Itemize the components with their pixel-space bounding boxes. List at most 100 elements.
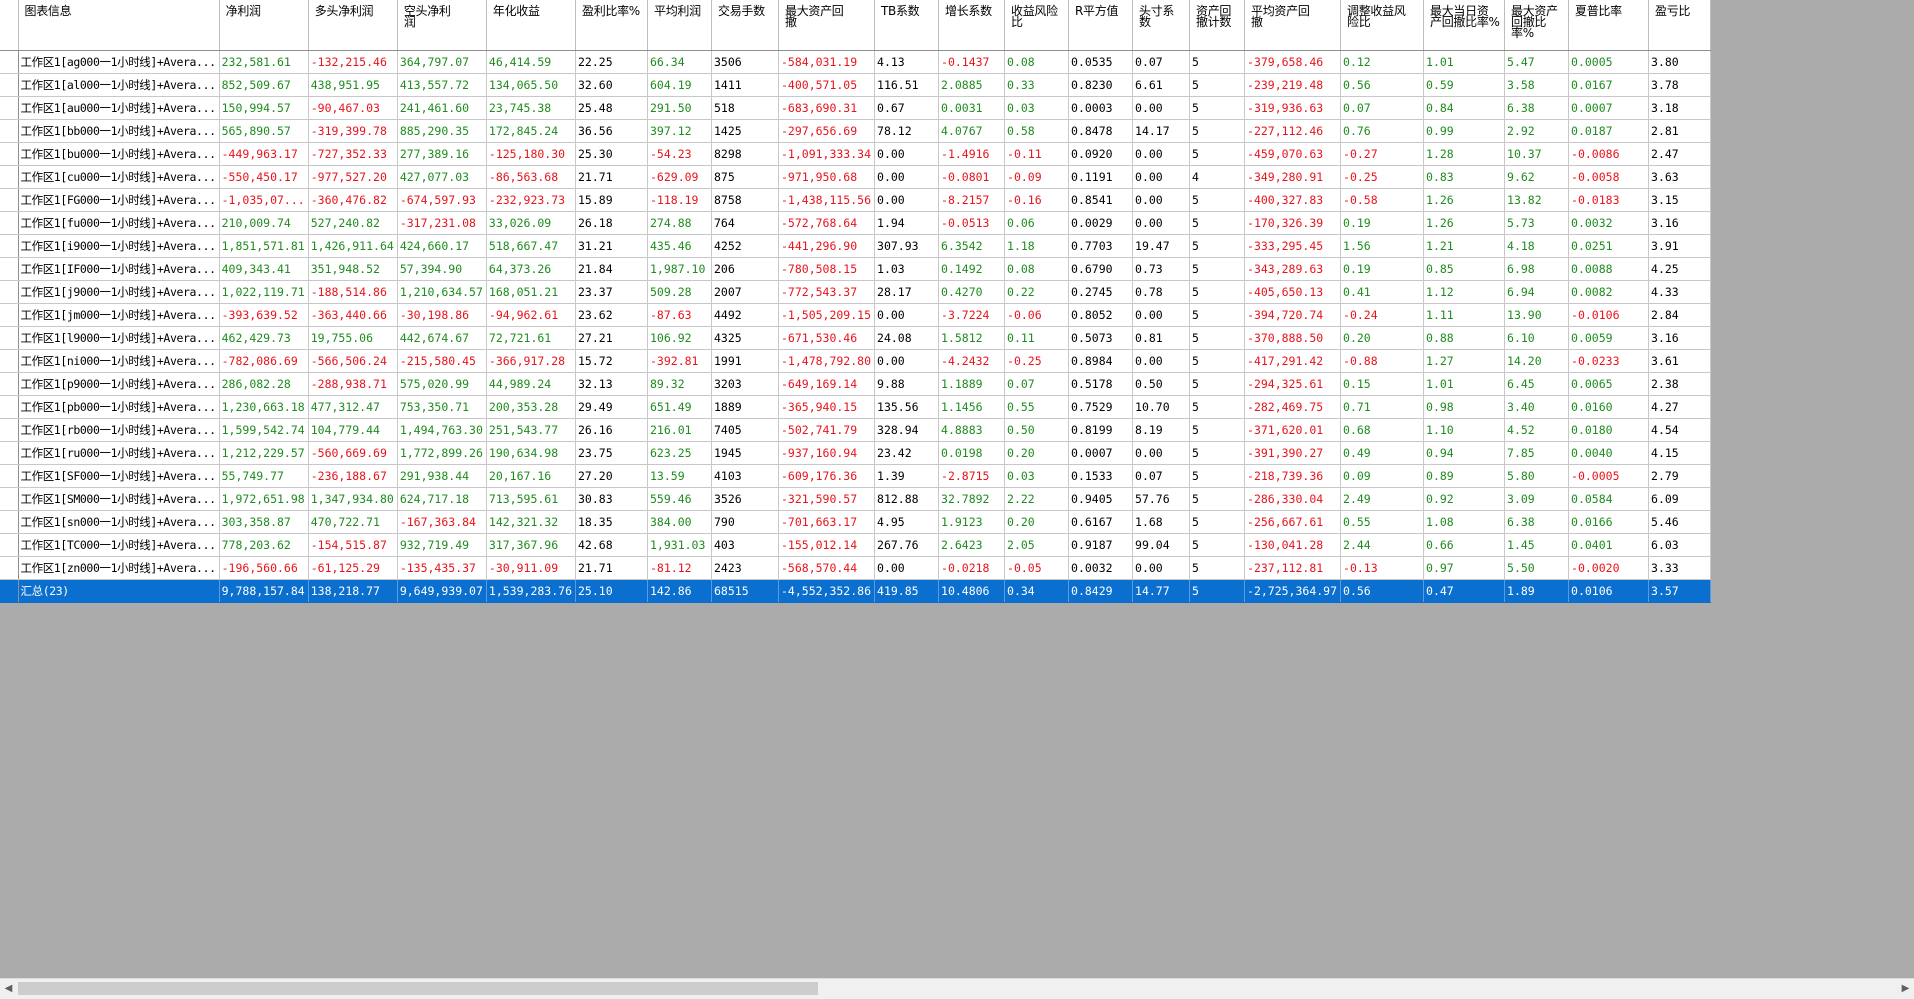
cell-profit-loss-ratio[interactable]: 2.79: [1648, 464, 1712, 488]
cell-max-drawdown-ratio[interactable]: 7.85: [1504, 441, 1570, 465]
cell-avg-drawdown[interactable]: -400,327.83: [1244, 188, 1342, 212]
row-header-corner[interactable]: [0, 0, 19, 51]
cell-win-rate[interactable]: 21.71: [575, 556, 648, 580]
column-header-short-net-profit[interactable]: 空头净利 润: [397, 0, 487, 51]
cell-return-risk-ratio[interactable]: -0.16: [1004, 188, 1070, 212]
cell-short-net-profit[interactable]: 57,394.90: [397, 257, 487, 281]
cell-drawdown-count[interactable]: 5: [1189, 395, 1246, 419]
cell-max-drawdown[interactable]: -400,571.05: [778, 73, 876, 97]
cell-adjusted-return-risk-ratio[interactable]: 0.56: [1340, 579, 1425, 603]
cell-growth-coefficient[interactable]: 10.4806: [938, 579, 1006, 603]
cell-chart-info[interactable]: 工作区1[SM000一1小时线]+Avera...: [18, 487, 220, 511]
row-header[interactable]: [0, 395, 19, 419]
cell-sharpe-ratio[interactable]: -0.0058: [1568, 165, 1650, 189]
cell-r-squared[interactable]: 0.1533: [1068, 464, 1134, 488]
cell-r-squared[interactable]: 0.6167: [1068, 510, 1134, 534]
cell-sharpe-ratio[interactable]: 0.0167: [1568, 73, 1650, 97]
cell-adjusted-return-risk-ratio[interactable]: -0.88: [1340, 349, 1425, 373]
cell-tb-coefficient[interactable]: 0.00: [874, 165, 940, 189]
cell-growth-coefficient[interactable]: 1.1456: [938, 395, 1006, 419]
cell-net-profit[interactable]: 210,009.74: [219, 211, 309, 235]
cell-chart-info[interactable]: 工作区1[ni000一1小时线]+Avera...: [18, 349, 220, 373]
cell-annual-return[interactable]: 317,367.96: [486, 533, 577, 557]
cell-net-profit[interactable]: 409,343.41: [219, 257, 309, 281]
cell-short-net-profit[interactable]: 413,557.72: [397, 73, 487, 97]
cell-annual-return[interactable]: -86,563.68: [486, 165, 577, 189]
cell-max-drawdown-ratio[interactable]: 6.38: [1504, 96, 1570, 120]
cell-trade-lots[interactable]: 2007: [711, 280, 779, 304]
cell-sharpe-ratio[interactable]: 0.0180: [1568, 418, 1650, 442]
cell-return-risk-ratio[interactable]: 1.18: [1004, 234, 1070, 258]
cell-annual-return[interactable]: 172,845.24: [486, 119, 577, 143]
cell-adjusted-return-risk-ratio[interactable]: 0.41: [1340, 280, 1425, 304]
cell-chart-info[interactable]: 工作区1[cu000一1小时线]+Avera...: [18, 165, 220, 189]
cell-growth-coefficient[interactable]: 0.1492: [938, 257, 1006, 281]
cell-trade-lots[interactable]: 3203: [711, 372, 779, 396]
cell-avg-drawdown[interactable]: -237,112.81: [1244, 556, 1342, 580]
scrollbar-thumb[interactable]: [18, 982, 818, 995]
cell-long-net-profit[interactable]: 470,722.71: [308, 510, 398, 534]
cell-long-net-profit[interactable]: -727,352.33: [308, 142, 398, 166]
cell-drawdown-count[interactable]: 5: [1189, 418, 1246, 442]
cell-tb-coefficient[interactable]: 4.95: [874, 510, 940, 534]
cell-net-profit[interactable]: 9,788,157.84: [219, 579, 309, 603]
cell-r-squared[interactable]: 0.0007: [1068, 441, 1134, 465]
cell-max-drawdown[interactable]: -1,091,333.34: [778, 142, 876, 166]
cell-win-rate[interactable]: 26.18: [575, 211, 648, 235]
cell-net-profit[interactable]: 565,890.57: [219, 119, 309, 143]
row-header[interactable]: [0, 234, 19, 258]
table-row[interactable]: 工作区1[rb000一1小时线]+Avera... 1,599,542.74 104…: [0, 418, 1712, 442]
cell-max-drawdown[interactable]: -297,656.69: [778, 119, 876, 143]
column-header-max-daily-drawdown-ratio[interactable]: 最大当日资 产回撤比率%: [1423, 0, 1506, 51]
column-header-adjusted-return-risk-ratio[interactable]: 调整收益风 险比: [1340, 0, 1425, 51]
cell-avg-drawdown[interactable]: -371,620.01: [1244, 418, 1342, 442]
cell-short-net-profit[interactable]: 575,020.99: [397, 372, 487, 396]
cell-trade-lots[interactable]: 875: [711, 165, 779, 189]
cell-growth-coefficient[interactable]: -8.2157: [938, 188, 1006, 212]
row-header[interactable]: [0, 533, 19, 557]
cell-chart-info[interactable]: 工作区1[l9000一1小时线]+Avera...: [18, 326, 220, 350]
cell-max-drawdown-ratio[interactable]: 6.98: [1504, 257, 1570, 281]
cell-annual-return[interactable]: 23,745.38: [486, 96, 577, 120]
cell-avg-profit[interactable]: 106.92: [647, 326, 712, 350]
cell-return-risk-ratio[interactable]: -0.06: [1004, 303, 1070, 327]
cell-adjusted-return-risk-ratio[interactable]: 0.76: [1340, 119, 1425, 143]
cell-avg-drawdown[interactable]: -333,295.45: [1244, 234, 1342, 258]
cell-max-daily-drawdown-ratio[interactable]: 1.01: [1423, 372, 1506, 396]
cell-r-squared[interactable]: 0.0029: [1068, 211, 1134, 235]
cell-adjusted-return-risk-ratio[interactable]: 0.20: [1340, 326, 1425, 350]
cell-return-risk-ratio[interactable]: 0.03: [1004, 464, 1070, 488]
cell-short-net-profit[interactable]: -674,597.93: [397, 188, 487, 212]
table-row[interactable]: 工作区1[bu000一1小时线]+Avera... -449,963.17 -727…: [0, 142, 1712, 166]
cell-annual-return[interactable]: 1,539,283.76: [486, 579, 577, 603]
cell-avg-profit[interactable]: 509.28: [647, 280, 712, 304]
cell-drawdown-count[interactable]: 5: [1189, 441, 1246, 465]
cell-max-drawdown[interactable]: -441,296.90: [778, 234, 876, 258]
cell-adjusted-return-risk-ratio[interactable]: 2.44: [1340, 533, 1425, 557]
table-row[interactable]: 工作区1[TC000一1小时线]+Avera... 778,203.62 -154,…: [0, 533, 1712, 557]
cell-avg-drawdown[interactable]: -256,667.61: [1244, 510, 1342, 534]
cell-return-risk-ratio[interactable]: 0.55: [1004, 395, 1070, 419]
cell-long-net-profit[interactable]: -236,188.67: [308, 464, 398, 488]
cell-trade-lots[interactable]: 68515: [711, 579, 779, 603]
cell-net-profit[interactable]: 462,429.73: [219, 326, 309, 350]
cell-trade-lots[interactable]: 7405: [711, 418, 779, 442]
cell-short-net-profit[interactable]: 1,772,899.26: [397, 441, 487, 465]
cell-adjusted-return-risk-ratio[interactable]: 0.68: [1340, 418, 1425, 442]
cell-sharpe-ratio[interactable]: -0.0020: [1568, 556, 1650, 580]
cell-r-squared[interactable]: 0.9405: [1068, 487, 1134, 511]
cell-long-net-profit[interactable]: -566,506.24: [308, 349, 398, 373]
cell-profit-loss-ratio[interactable]: 3.16: [1648, 326, 1712, 350]
cell-avg-drawdown[interactable]: -286,330.04: [1244, 487, 1342, 511]
cell-avg-profit[interactable]: 89.32: [647, 372, 712, 396]
cell-long-net-profit[interactable]: 1,426,911.64: [308, 234, 398, 258]
cell-max-drawdown-ratio[interactable]: 6.45: [1504, 372, 1570, 396]
cell-chart-info[interactable]: 工作区1[rb000一1小时线]+Avera...: [18, 418, 220, 442]
cell-trade-lots[interactable]: 2423: [711, 556, 779, 580]
cell-avg-profit[interactable]: -81.12: [647, 556, 712, 580]
cell-max-drawdown[interactable]: -649,169.14: [778, 372, 876, 396]
cell-r-squared[interactable]: 0.9187: [1068, 533, 1134, 557]
cell-trade-lots[interactable]: 4492: [711, 303, 779, 327]
cell-annual-return[interactable]: 44,989.24: [486, 372, 577, 396]
cell-annual-return[interactable]: -30,911.09: [486, 556, 577, 580]
